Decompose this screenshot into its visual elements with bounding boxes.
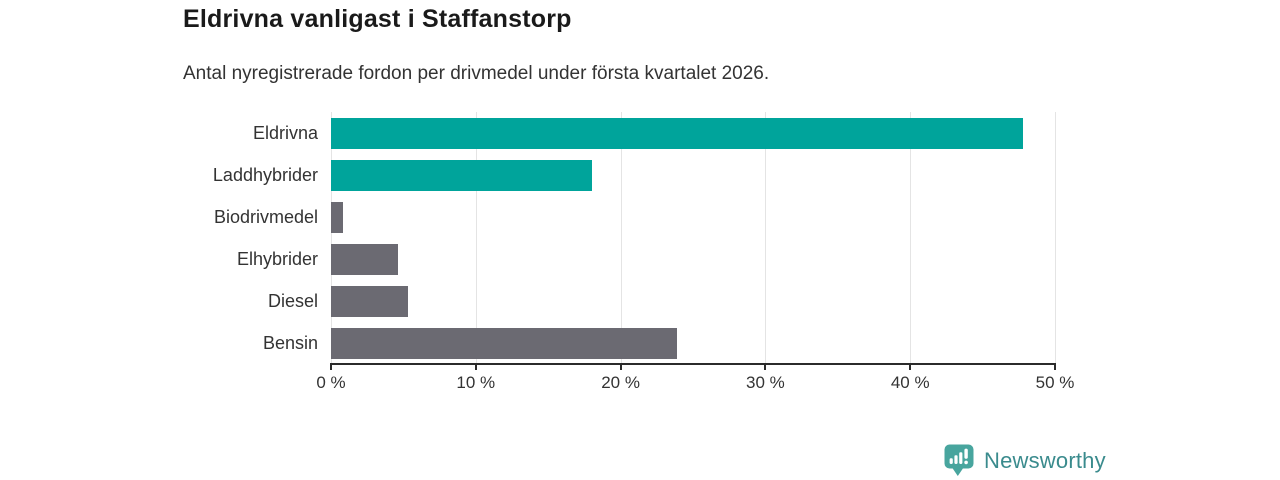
x-axis-tick [474,363,477,370]
bar-row: Elhybrider [237,243,1055,275]
gridline [475,112,477,363]
bar [331,285,408,317]
x-tick-label: 30 % [746,373,785,392]
x-axis-line [330,363,1055,365]
x-tick-label: 40 % [890,373,930,392]
plot-area: Eldrivna Laddhybrider Biodrivmedel Elhybrid… [213,112,1074,392]
bar [331,160,592,192]
bar-row: Diesel [268,285,1055,317]
gridline [331,112,332,363]
bar-row: Eldrivna [253,118,1055,150]
x-tick-label: 0 % [316,373,346,392]
newsworthy-logo: Newsworthy [944,444,1106,477]
gridline [1055,112,1056,363]
bar [331,202,343,234]
gridline [765,112,767,363]
category-label: Diesel [267,290,318,311]
x-axis-tick [1054,363,1056,370]
category-label: Laddhybrider [212,165,318,186]
newsworthy-icon [944,444,974,476]
x-axis-tick [764,363,767,370]
x-tick-label: 10 % [456,373,496,392]
bar-row: Laddhybrider [213,160,1055,192]
x-axis-tick [619,363,622,370]
x-tick-label: 50 % [1035,373,1075,392]
newsworthy-wordmark: Newsworthy [984,447,1106,473]
bar-row: Biodrivmedel [214,202,1055,234]
gridline [620,112,622,363]
x-axis-tick [330,363,332,370]
category-label: Elhybrider [236,248,318,269]
category-label: Biodrivmedel [213,207,318,228]
gridline [910,112,912,363]
category-label: Eldrivna [252,123,318,144]
category-label: Bensin [262,332,318,353]
chart-title: Eldrivna vanligast i Staffanstorp [183,5,572,33]
bar [331,243,398,275]
chart-subtitle: Antal nyregistrerade fordon per drivmede… [183,63,770,84]
bar [331,327,678,359]
bar [331,118,1024,150]
bar-row: Bensin [263,327,1055,359]
x-axis-tick [909,363,912,370]
x-tick-label: 20 % [601,373,640,392]
